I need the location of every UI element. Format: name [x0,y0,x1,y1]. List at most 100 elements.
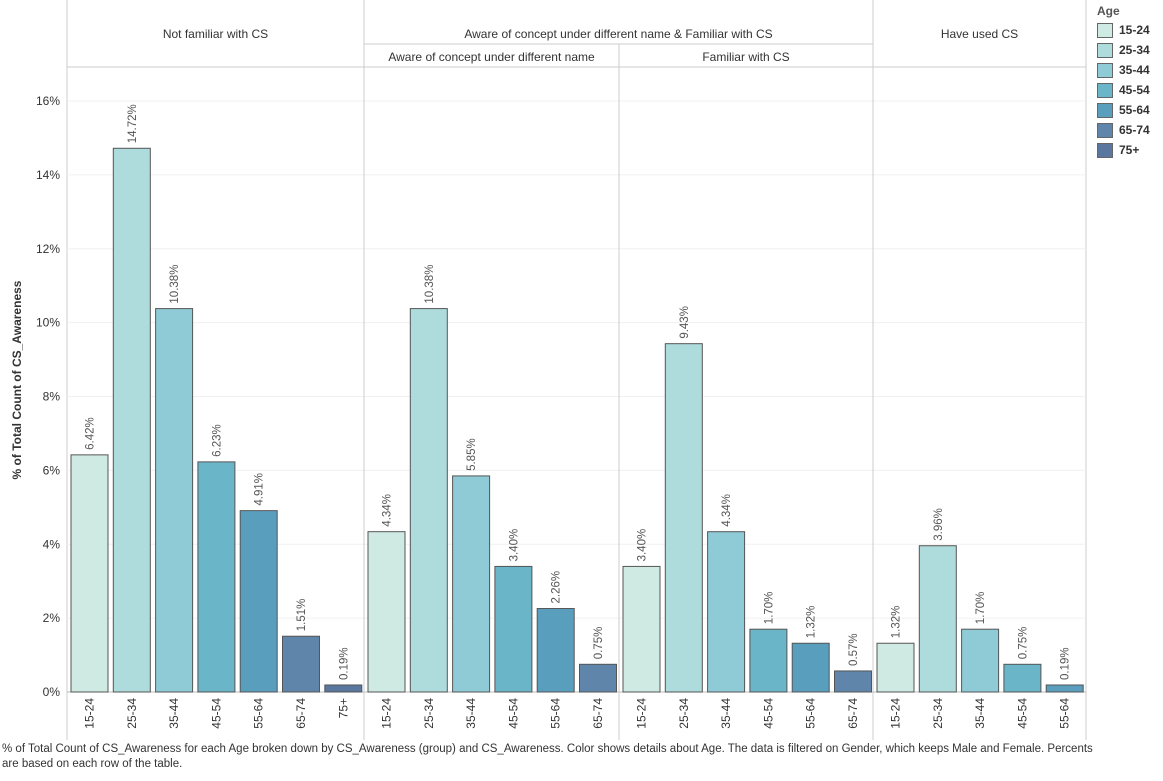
legend-swatch [1097,22,1113,38]
bar [1045,684,1084,693]
data-label: 6.42% [85,417,97,450]
data-label: 0.75% [593,627,605,660]
bar [452,475,491,693]
bar [622,565,661,693]
legend-label: 65-74 [1119,123,1150,137]
x-tick-label: 25-34 [931,698,945,729]
bar [409,308,448,693]
x-tick-label: 25-34 [422,698,436,729]
bar [749,628,788,693]
data-label: 10.38% [424,265,436,304]
legend-swatch [1097,142,1113,158]
legend-item: 35-44 [1097,60,1163,80]
bar [707,531,746,693]
data-label: 1.70% [975,592,987,625]
bar [579,663,617,693]
legend-swatch [1097,62,1113,78]
x-tick-label: 15-24 [889,698,903,729]
legend-swatch [1097,122,1113,138]
legend-swatch [1097,102,1113,118]
legend-item: 15-24 [1097,20,1163,40]
bar [834,670,872,693]
panel-header: Have used CS [941,27,1018,41]
y-axis-title: % of Total Count of CS_Awareness [10,280,24,479]
x-tick-label: 45-54 [506,698,520,729]
x-tick-label: 15-24 [380,698,394,729]
x-tick-label: 35-44 [464,698,478,729]
legend-item: 75+ [1097,140,1163,160]
panel-header: Aware of concept under different name [388,50,595,64]
data-label: 3.40% [508,529,520,562]
data-label: 0.57% [848,633,860,666]
data-label: 6.23% [211,424,223,457]
data-label: 4.34% [721,494,733,527]
legend-item: 25-34 [1097,40,1163,60]
data-label: 14.72% [127,104,139,143]
legend-label: 45-54 [1119,83,1150,97]
y-tick-label: 12% [36,242,60,256]
legend-label: 15-24 [1119,23,1150,37]
bar [239,510,278,693]
data-label: 0.19% [1060,647,1072,680]
bar-chart: 0% 2% 4% 6% 8% 10% 12% 14% 16% % of Total Count o… [10,0,1087,740]
x-tick-label: 45-54 [209,698,223,729]
y-tick-label: 10% [36,316,60,330]
bar [791,642,830,693]
data-label: 10.38% [169,265,181,304]
data-label: 1.51% [296,599,308,632]
legend-item: 65-74 [1097,120,1163,140]
bar [324,684,363,693]
data-label: 9.43% [679,306,691,339]
x-tick-label: 35-44 [719,698,733,729]
x-tick-label: 55-64 [804,698,818,729]
legend-swatch [1097,42,1113,58]
y-tick-label: 2% [43,611,61,625]
panel-header: Familiar with CS [702,50,789,64]
bar [536,608,575,693]
legend-label: 55-64 [1119,103,1150,117]
x-tick-label: 55-64 [1058,698,1072,729]
y-tick-label: 0% [43,685,61,699]
legend-item: 45-54 [1097,80,1163,100]
x-tick-label: 55-64 [549,698,563,729]
x-tick-label: 25-34 [677,698,691,729]
data-label: 3.40% [637,529,649,562]
y-tick-label: 16% [36,94,60,108]
x-tick-label: 15-24 [635,698,649,729]
bar [367,531,406,693]
x-tick-label: 75+ [336,698,350,718]
chart-caption: % of Total Count of CS_Awareness for eac… [2,743,1093,770]
x-tick-label: 15-24 [83,698,97,729]
bar [664,343,703,693]
bar [961,628,1000,693]
bar [494,565,533,693]
group-header: Aware of concept under different name & … [464,27,772,41]
x-tick-label: 45-54 [1015,698,1029,729]
data-label: 3.96% [933,508,945,541]
legend-item: 55-64 [1097,100,1163,120]
x-tick-label: 65-74 [846,698,860,729]
legend-label: 25-34 [1119,43,1150,57]
bar [112,147,151,693]
bar [70,454,109,693]
bar [197,461,236,693]
bar [876,642,915,693]
data-label: 4.91% [254,473,266,506]
data-label: 0.19% [338,647,350,680]
legend-title: Age [1097,4,1120,18]
y-tick-label: 8% [43,390,61,404]
bar [1003,663,1042,693]
data-label: 2.26% [551,571,563,604]
legend: Age 15-24 25-34 35-44 45-54 55-64 65-74 75+ [1097,4,1163,160]
data-label: 1.70% [763,592,775,625]
data-label: 1.32% [891,606,903,639]
x-tick-label: 45-54 [761,698,775,729]
legend-label: 35-44 [1119,63,1150,77]
data-label: 5.85% [466,438,478,471]
data-label: 0.75% [1017,627,1029,660]
x-tick-label: 55-64 [252,698,266,729]
y-tick-label: 14% [36,168,60,182]
x-tick-label: 65-74 [591,698,605,729]
x-tick-label: 25-34 [125,698,139,729]
x-tick-label: 35-44 [973,698,987,729]
